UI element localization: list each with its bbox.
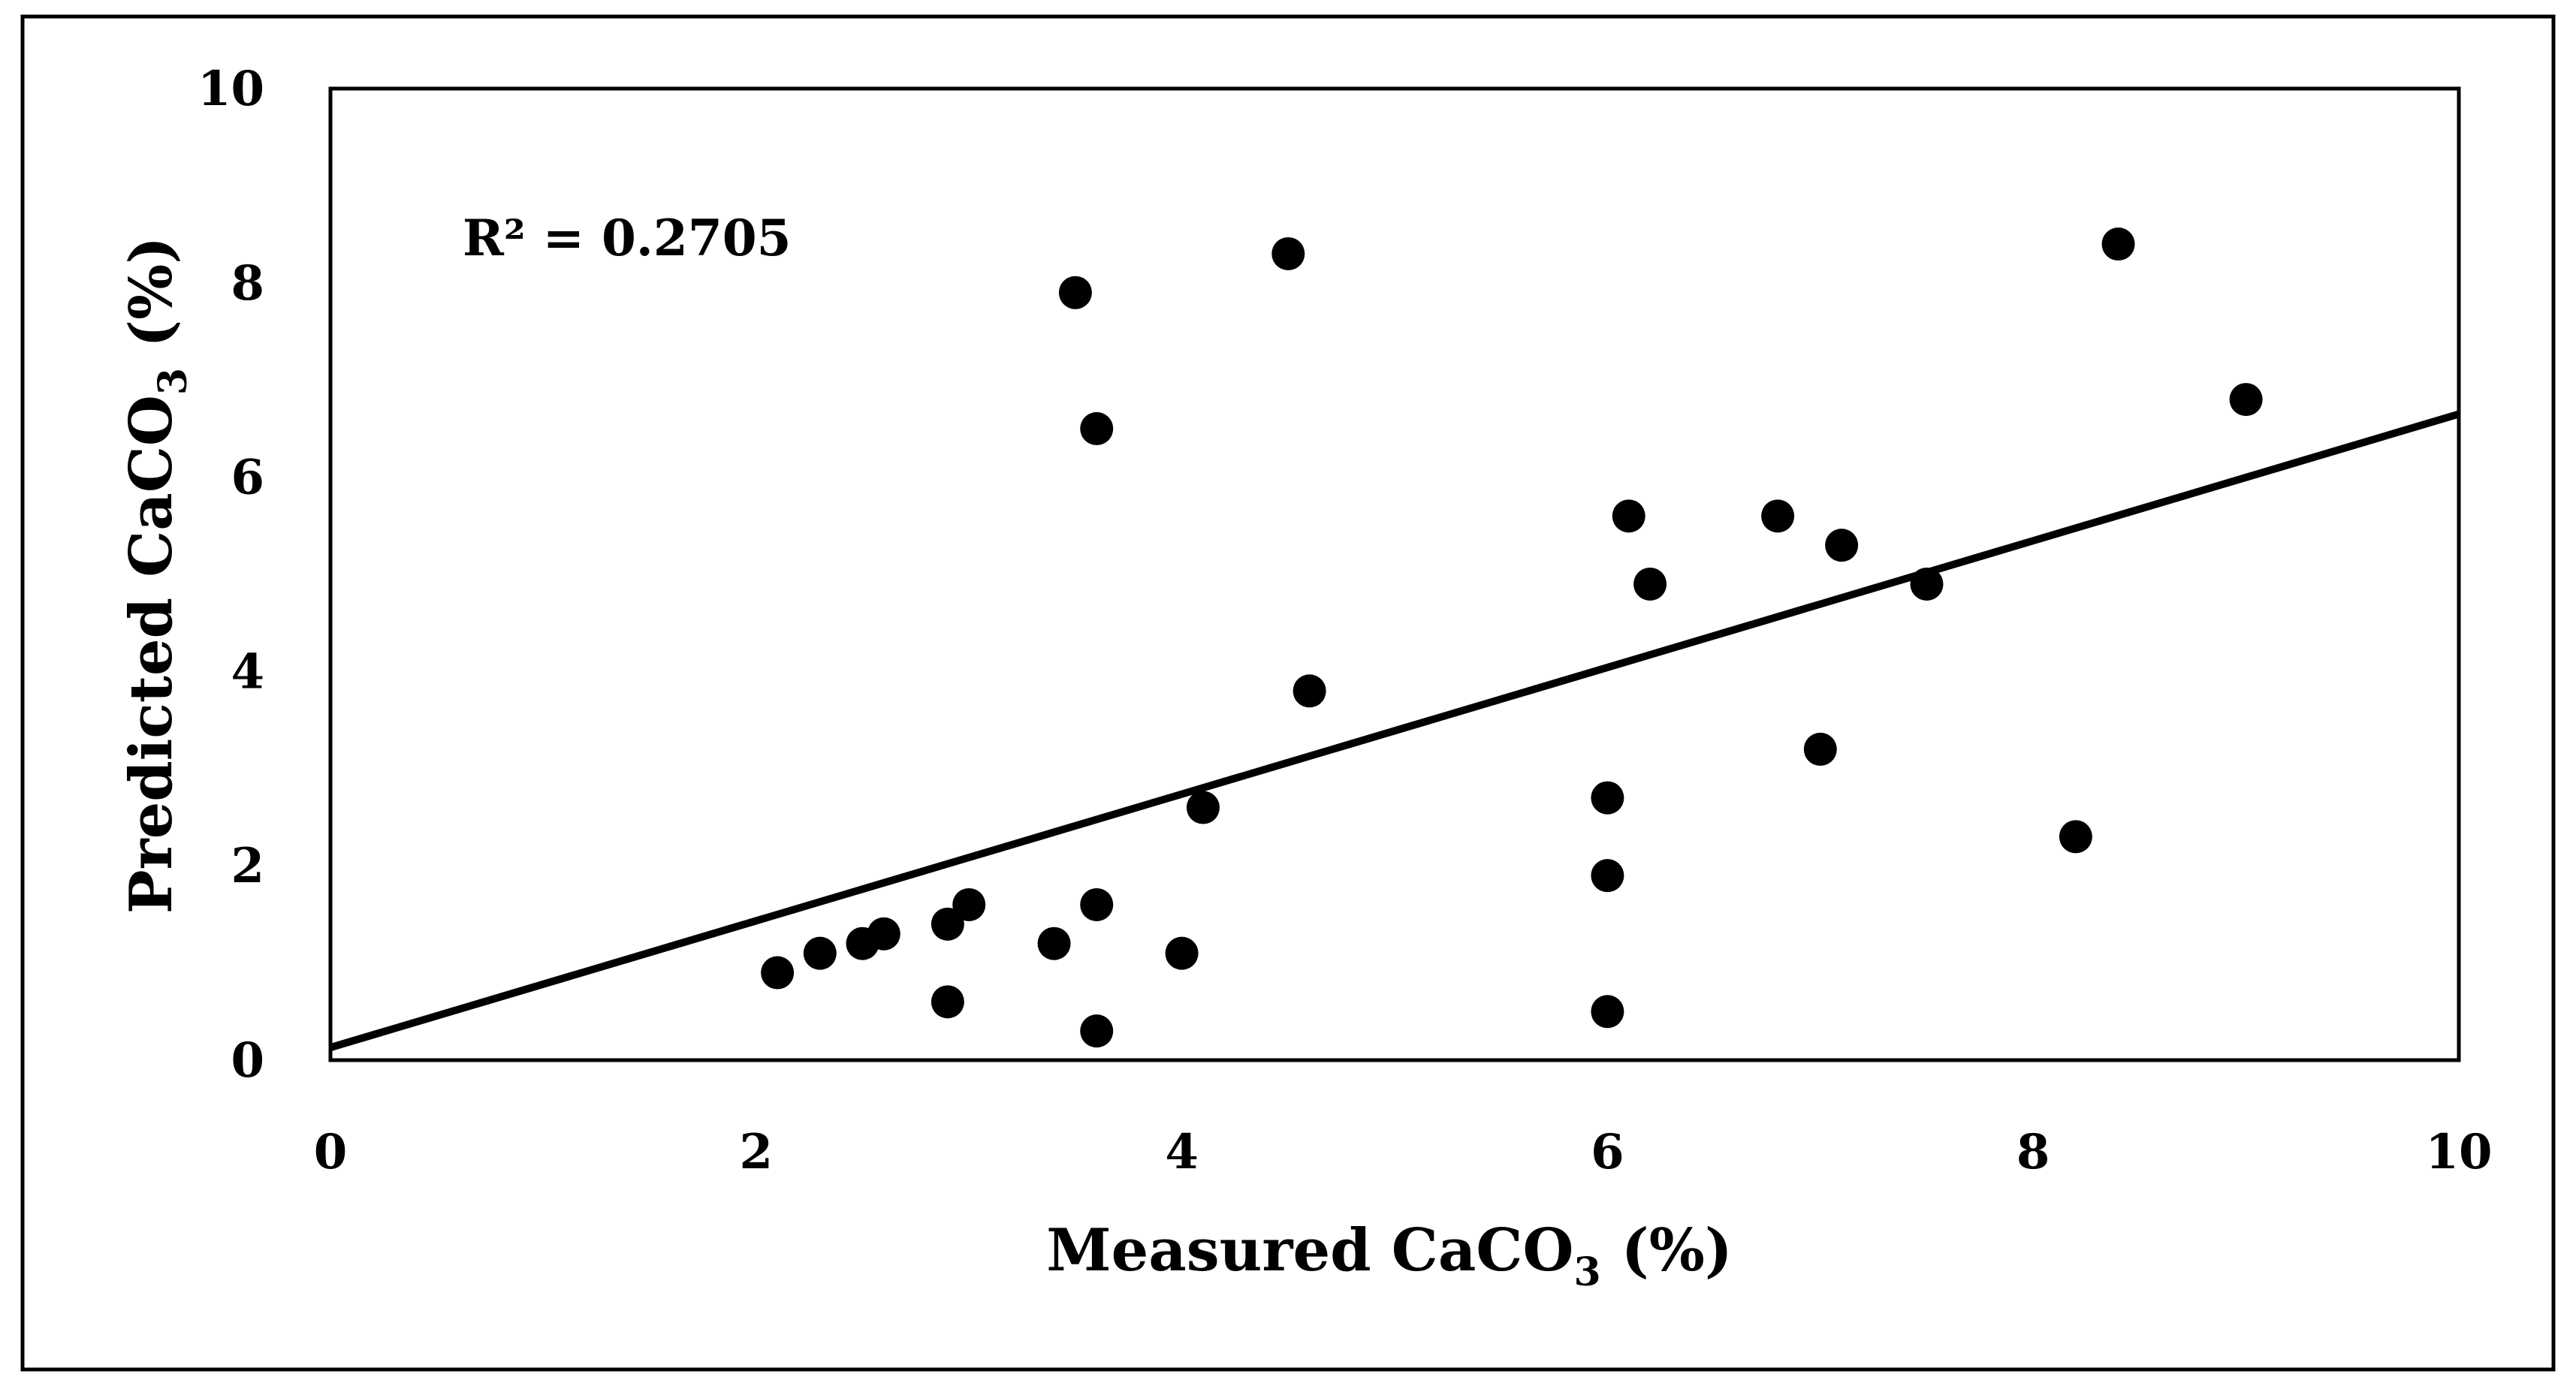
x-axis-title: Measured CaCO3 (%)	[1046, 1216, 1732, 1295]
x-tick-label: 4	[1165, 1124, 1199, 1180]
x-tick-label: 10	[2425, 1124, 2492, 1180]
y-axis-title-subscript: 3	[150, 368, 196, 395]
data-point	[1165, 936, 1199, 970]
data-point	[2229, 383, 2263, 417]
figure-frame	[20, 14, 2556, 1372]
y-tick-label: 10	[198, 61, 264, 117]
data-points	[761, 227, 2263, 1048]
data-point	[1080, 411, 1114, 445]
y-tick-label: 2	[231, 838, 264, 894]
data-point	[803, 936, 837, 970]
y-tick-label: 4	[231, 643, 264, 700]
y-axis-title: Predicted CaCO3 (%)	[117, 237, 196, 914]
y-tick-label: 6	[231, 450, 264, 506]
data-point	[1761, 499, 1795, 533]
y-axis-title-unit: (%)	[117, 237, 186, 368]
x-axis-title-main: Measured CaCO	[1046, 1216, 1573, 1285]
data-point	[2059, 820, 2092, 854]
x-tick-label: 0	[314, 1124, 348, 1180]
data-point	[1910, 567, 1944, 601]
trendline	[329, 410, 2460, 1051]
x-axis-title-subscript: 3	[1573, 1249, 1600, 1295]
r-squared-annotation: R² = 0.2705	[463, 209, 792, 267]
data-point	[1058, 276, 1092, 309]
y-tick-labels: 0 2 4 6 8 10	[198, 61, 264, 1089]
data-point	[1080, 1014, 1114, 1048]
data-point	[1633, 567, 1667, 601]
data-point	[867, 917, 900, 951]
y-tick-label: 0	[231, 1032, 264, 1089]
data-point	[1591, 781, 1624, 815]
plot-area	[328, 86, 2461, 1062]
data-point	[2101, 227, 2135, 261]
data-point	[1293, 674, 1326, 708]
data-point	[1037, 927, 1071, 960]
data-point	[761, 956, 795, 990]
data-point	[1271, 237, 1305, 270]
data-point	[1612, 499, 1645, 533]
x-tick-label: 6	[1591, 1124, 1624, 1180]
data-point	[931, 907, 964, 941]
x-tick-label: 8	[2016, 1124, 2050, 1180]
data-point	[1591, 859, 1624, 893]
data-point	[1080, 887, 1114, 921]
data-point	[931, 985, 964, 1019]
y-axis-title-main: Predicted CaCO	[117, 395, 186, 914]
data-point	[1186, 791, 1220, 824]
y-tick-label: 8	[231, 255, 264, 312]
data-point	[1825, 529, 1859, 562]
data-point	[1591, 995, 1624, 1029]
data-point	[952, 887, 986, 921]
x-tick-labels: 0 2 4 6 8 10	[314, 1124, 2493, 1180]
x-axis-title-unit: (%)	[1601, 1216, 1733, 1285]
data-point	[1803, 732, 1837, 766]
x-tick-label: 2	[740, 1124, 774, 1180]
